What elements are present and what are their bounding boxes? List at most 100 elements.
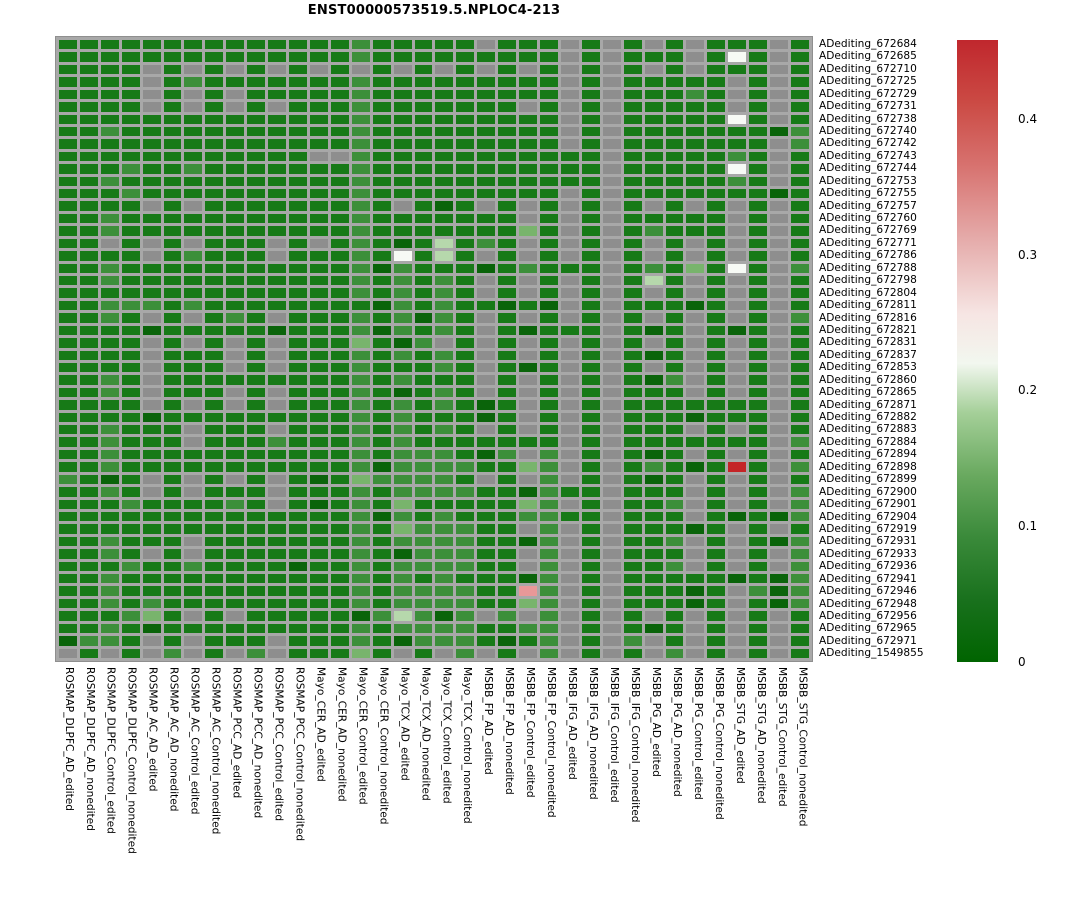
- heatmap-cell: [498, 238, 517, 249]
- heatmap-cell: [791, 487, 809, 497]
- heatmap-cell: [498, 611, 517, 621]
- heatmap-cell: [393, 487, 412, 497]
- heatmap-cell: [372, 114, 391, 124]
- heatmap-cell: [121, 648, 140, 658]
- heatmap-cell: [247, 598, 266, 609]
- heatmap-cell: [142, 52, 161, 62]
- heatmap-cell: [581, 387, 600, 398]
- heatmap-cell: [686, 536, 705, 547]
- heatmap-cell: [498, 425, 517, 435]
- heatmap-cell: [59, 40, 77, 50]
- heatmap-cell: [142, 251, 161, 261]
- heatmap-cell: [205, 52, 224, 62]
- heatmap-cell: [414, 201, 433, 211]
- heatmap-cell: [519, 549, 538, 559]
- heatmap-cell: [707, 189, 726, 199]
- heatmap-cell: [100, 114, 119, 124]
- heatmap-cell: [330, 549, 349, 559]
- heatmap-cell: [59, 275, 77, 286]
- heatmap-cell: [351, 437, 370, 447]
- heatmap-cell: [791, 176, 809, 187]
- heatmap-cell: [581, 487, 600, 497]
- heatmap-cell: [519, 536, 538, 547]
- heatmap-cell: [205, 114, 224, 124]
- row-label: ADediting_672757: [819, 199, 917, 212]
- heatmap-cell: [121, 511, 140, 522]
- heatmap-cell: [309, 238, 328, 249]
- heatmap-cell: [100, 263, 119, 273]
- heatmap-cell: [498, 64, 517, 75]
- heatmap-cell: [414, 313, 433, 323]
- heatmap-cell: [205, 524, 224, 534]
- heatmap-cell: [644, 648, 663, 658]
- heatmap-cell: [749, 226, 768, 236]
- heatmap-cell: [791, 77, 809, 87]
- heatmap-cell: [707, 598, 726, 609]
- heatmap-cell: [560, 611, 579, 621]
- heatmap-cell: [540, 275, 558, 286]
- heatmap-cell: [142, 126, 161, 137]
- heatmap-cell: [477, 499, 496, 509]
- heatmap-cell: [686, 636, 705, 646]
- heatmap-cell: [205, 213, 224, 224]
- heatmap-cell: [540, 89, 558, 100]
- heatmap-cell: [414, 511, 433, 522]
- heatmap-cell: [59, 77, 77, 87]
- heatmap-cell: [330, 126, 349, 137]
- heatmap-cell: [560, 263, 579, 273]
- heatmap-cell: [602, 151, 621, 162]
- heatmap-cell: [59, 362, 77, 373]
- heatmap-cell: [351, 474, 370, 485]
- heatmap-cell: [289, 338, 307, 348]
- heatmap-cell: [498, 449, 517, 460]
- heatmap-cell: [707, 226, 726, 236]
- heatmap-cell: [226, 77, 245, 87]
- heatmap-cell: [519, 213, 538, 224]
- heatmap-cell: [623, 350, 642, 360]
- heatmap-cell: [268, 449, 287, 460]
- heatmap-cell: [79, 350, 98, 360]
- heatmap-cell: [163, 226, 182, 236]
- heatmap-cell: [268, 213, 287, 224]
- heatmap-cell: [581, 623, 600, 634]
- heatmap-cell: [623, 151, 642, 162]
- heatmap-cell: [498, 77, 517, 87]
- heatmap-cell: [770, 474, 789, 485]
- heatmap-cell: [268, 325, 287, 336]
- heatmap-cell: [665, 387, 684, 398]
- heatmap-cell: [498, 52, 517, 62]
- heatmap-cell: [791, 300, 809, 311]
- heatmap-cell: [707, 648, 726, 658]
- heatmap-cell: [163, 611, 182, 621]
- heatmap-cell: [79, 362, 98, 373]
- heatmap-cell: [519, 126, 538, 137]
- heatmap-cell: [456, 126, 475, 137]
- heatmap-cell: [498, 102, 517, 112]
- row-label: ADediting_672684: [819, 37, 917, 50]
- heatmap-cell: [749, 89, 768, 100]
- heatmap-cell: [59, 338, 77, 348]
- heatmap-cell: [749, 437, 768, 447]
- heatmap-cell: [435, 89, 454, 100]
- heatmap-cell: [477, 412, 496, 423]
- heatmap-cell: [791, 524, 809, 534]
- heatmap-cell: [477, 189, 496, 199]
- heatmap-cell: [226, 189, 245, 199]
- heatmap-cell: [268, 40, 287, 50]
- heatmap-cell: [728, 52, 747, 62]
- heatmap-cell: [435, 462, 454, 472]
- heatmap-cell: [142, 387, 161, 398]
- heatmap-cell: [581, 362, 600, 373]
- heatmap-cell: [644, 189, 663, 199]
- heatmap-cell: [142, 499, 161, 509]
- heatmap-cell: [665, 437, 684, 447]
- heatmap-cell: [59, 598, 77, 609]
- heatmap-cell: [791, 586, 809, 596]
- heatmap-cell: [456, 499, 475, 509]
- heatmap-cell: [770, 549, 789, 559]
- heatmap-cell: [602, 400, 621, 410]
- heatmap-cell: [560, 474, 579, 485]
- heatmap-cell: [519, 40, 538, 50]
- heatmap-cell: [289, 40, 307, 50]
- heatmap-cell: [791, 636, 809, 646]
